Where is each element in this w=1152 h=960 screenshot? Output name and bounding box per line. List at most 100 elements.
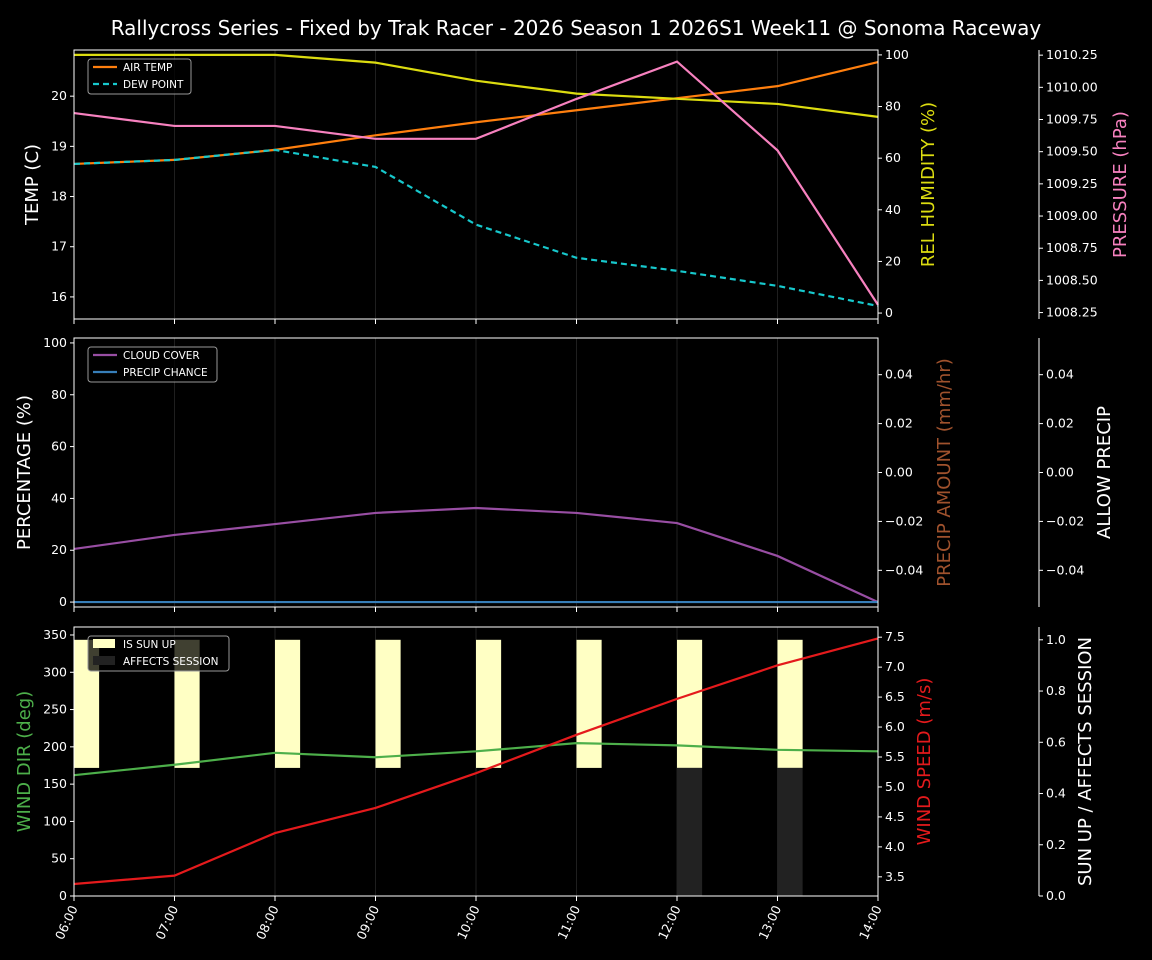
y-tick-label: 100 [885, 47, 909, 62]
axis-label: PRECIP AMOUNT (mm/hr) [934, 358, 955, 587]
y-tick-label: 100 [43, 335, 67, 350]
y-tick-label: 0.4 [1046, 786, 1066, 801]
y-tick-label: 0.00 [885, 465, 913, 480]
affects-session-bar [777, 767, 803, 896]
y-tick-label: 0.6 [1046, 734, 1066, 749]
y-tick-label: −0.04 [885, 562, 923, 577]
y-tick-label: 3.5 [885, 869, 905, 884]
y-tick-label: 0 [59, 888, 67, 903]
legend: AIR TEMP DEW POINT [87, 58, 192, 95]
y-tick-label: 200 [43, 739, 67, 754]
series-line-rel-humidity [74, 53, 879, 118]
y-tick-label: 0 [885, 305, 893, 320]
y-tick-label: 1008.50 [1046, 272, 1098, 287]
y-tick-label: 0.02 [885, 416, 913, 431]
y-tick-label: 80 [885, 99, 901, 114]
sun-up-bar [476, 639, 502, 768]
y-tick-label: 1009.00 [1046, 208, 1098, 223]
x-tick-label: 13:00 [755, 903, 784, 942]
legend: IS SUN UP AFFECTS SESSION [87, 635, 230, 672]
legend-label: AFFECTS SESSION [123, 656, 219, 668]
panel-1: 16 17 18 19 20 TEMP (C) 0 20 40 60 80 100 REL HUMIDI… [22, 47, 1131, 324]
y-tick-label: 50 [51, 851, 67, 866]
axis-label: PRESSURE (hPa) [1110, 111, 1131, 258]
legend: CLOUD COVER PRECIP CHANCE [87, 346, 218, 383]
legend-box [87, 635, 230, 672]
y-tick-label: 7.5 [885, 629, 905, 644]
series-line-wind-speed-m-s [73, 637, 879, 886]
axis-label: SUN UP / AFFECTS SESSION [1075, 637, 1096, 886]
y-tick-label: 150 [43, 776, 67, 791]
series-line-dew-point [73, 148, 879, 308]
y-tick-label: 1009.50 [1046, 144, 1098, 159]
series-line-pressure-hpa [73, 60, 879, 306]
y-tick-label: 18 [51, 189, 67, 204]
y-tick-label: 1.0 [1046, 632, 1066, 647]
y-tick-label: 1009.75 [1046, 112, 1098, 127]
y-tick-label: 4.5 [885, 809, 905, 824]
y-tick-label: 6.0 [885, 719, 905, 734]
sun-up-bar [275, 639, 301, 768]
y-tick-label: −0.04 [1046, 562, 1084, 577]
y-tick-label: 0.04 [885, 367, 913, 382]
x-tick-label: 14:00 [856, 903, 885, 942]
y-tick-label: 6.5 [885, 689, 905, 704]
y-tick-label: 0.8 [1046, 683, 1066, 698]
y-tick-label: 80 [51, 387, 67, 402]
x-tick-label: 11:00 [554, 903, 583, 942]
y-tick-label: 40 [51, 490, 67, 505]
legend-label: AIR TEMP [123, 62, 172, 74]
y-tick-label: 1008.75 [1046, 240, 1098, 255]
sun-up-bar [677, 639, 703, 768]
legend-label: PRECIP CHANCE [123, 367, 208, 379]
y-tick-label: 0.00 [1046, 465, 1074, 480]
y-tick-label: −0.02 [885, 513, 923, 528]
y-tick-label: 100 [43, 813, 67, 828]
x-tick-label: 12:00 [655, 903, 684, 942]
chart-title: Rallycross Series - Fixed by Trak Racer … [111, 16, 1042, 40]
y-tick-label: 20 [51, 88, 67, 103]
x-tick-label: 06:00 [52, 903, 81, 942]
x-tick-label: 07:00 [152, 903, 181, 942]
y-tick-label: 0.02 [1046, 416, 1074, 431]
legend-label: DEW POINT [123, 79, 184, 91]
y-tick-label: 250 [43, 702, 67, 717]
y-tick-label: 0.2 [1046, 837, 1066, 852]
y-tick-label: 7.0 [885, 659, 905, 674]
sun-up-bar [375, 639, 401, 768]
y-tick-label: 1010.00 [1046, 79, 1098, 94]
y-tick-label: 20 [885, 253, 901, 268]
y-tick-label: 0.0 [1046, 888, 1066, 903]
y-tick-label: 1010.25 [1046, 47, 1098, 62]
legend-box [87, 346, 218, 383]
y-tick-label: 16 [51, 289, 67, 304]
y-tick-label: 5.5 [885, 749, 905, 764]
y-tick-label: 300 [43, 664, 67, 679]
y-tick-label: 17 [51, 239, 67, 254]
y-tick-label: 350 [43, 627, 67, 642]
x-tick-label: 10:00 [454, 903, 483, 942]
y-tick-label: −0.02 [1046, 513, 1084, 528]
y-tick-label: 1008.25 [1046, 305, 1098, 320]
y-tick-label: 0.04 [1046, 367, 1074, 382]
y-tick-label: 40 [885, 202, 901, 217]
series-line-cloud-cover [73, 506, 879, 604]
x-tick-label: 09:00 [353, 903, 382, 942]
legend-label: IS SUN UP [123, 639, 176, 651]
panel-2: 0 20 40 60 80 100 PERCENTAGE (%) −0.04 −0.02 0.00… [14, 335, 1115, 612]
series-line-wind-dir-deg [73, 742, 879, 777]
y-tick-label: 60 [885, 150, 901, 165]
axis-label: REL HUMIDITY (%) [918, 102, 939, 267]
axis-label: WIND DIR (deg) [14, 691, 35, 833]
y-tick-label: 4.0 [885, 839, 905, 854]
legend-swatch [93, 656, 115, 665]
x-tick-label: 08:00 [253, 903, 282, 942]
y-tick-label: 60 [51, 439, 67, 454]
panel-3: 0 50 100 150 200 250 300 350 WIND DIR (deg) 3.5 4.… [14, 626, 1096, 942]
y-tick-label: 5.0 [885, 779, 905, 794]
axis-label: WIND SPEED (m/s) [914, 678, 935, 846]
y-tick-label: 1009.25 [1046, 176, 1098, 191]
sun-up-bar [576, 639, 602, 768]
axis-label: TEMP (C) [22, 144, 43, 226]
